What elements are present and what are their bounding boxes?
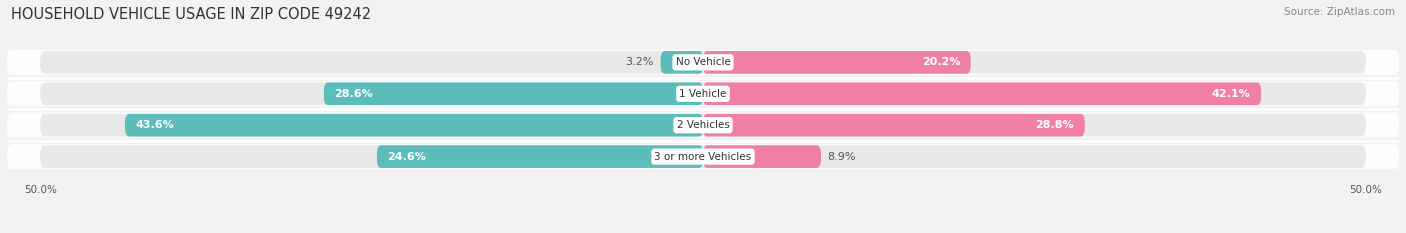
FancyBboxPatch shape [703,82,1261,105]
FancyBboxPatch shape [41,51,1365,74]
FancyBboxPatch shape [703,114,1085,137]
FancyBboxPatch shape [125,114,703,137]
FancyBboxPatch shape [41,114,1365,137]
FancyBboxPatch shape [7,50,1399,75]
Text: 2 Vehicles: 2 Vehicles [676,120,730,130]
Text: No Vehicle: No Vehicle [675,57,731,67]
Text: HOUSEHOLD VEHICLE USAGE IN ZIP CODE 49242: HOUSEHOLD VEHICLE USAGE IN ZIP CODE 4924… [11,7,371,22]
Text: 28.8%: 28.8% [1036,120,1074,130]
FancyBboxPatch shape [661,51,703,74]
FancyBboxPatch shape [41,82,1365,105]
FancyBboxPatch shape [7,113,1399,138]
FancyBboxPatch shape [7,81,1399,106]
FancyBboxPatch shape [377,145,703,168]
Text: 8.9%: 8.9% [828,152,856,162]
FancyBboxPatch shape [703,145,821,168]
FancyBboxPatch shape [41,145,1365,168]
Text: 24.6%: 24.6% [388,152,426,162]
FancyBboxPatch shape [323,82,703,105]
Text: 28.6%: 28.6% [335,89,373,99]
Text: Source: ZipAtlas.com: Source: ZipAtlas.com [1284,7,1395,17]
Text: 1 Vehicle: 1 Vehicle [679,89,727,99]
FancyBboxPatch shape [7,144,1399,169]
FancyBboxPatch shape [703,51,970,74]
Text: 3.2%: 3.2% [626,57,654,67]
Text: 42.1%: 42.1% [1212,89,1250,99]
Text: 3 or more Vehicles: 3 or more Vehicles [654,152,752,162]
Text: 43.6%: 43.6% [135,120,174,130]
Text: 20.2%: 20.2% [922,57,960,67]
